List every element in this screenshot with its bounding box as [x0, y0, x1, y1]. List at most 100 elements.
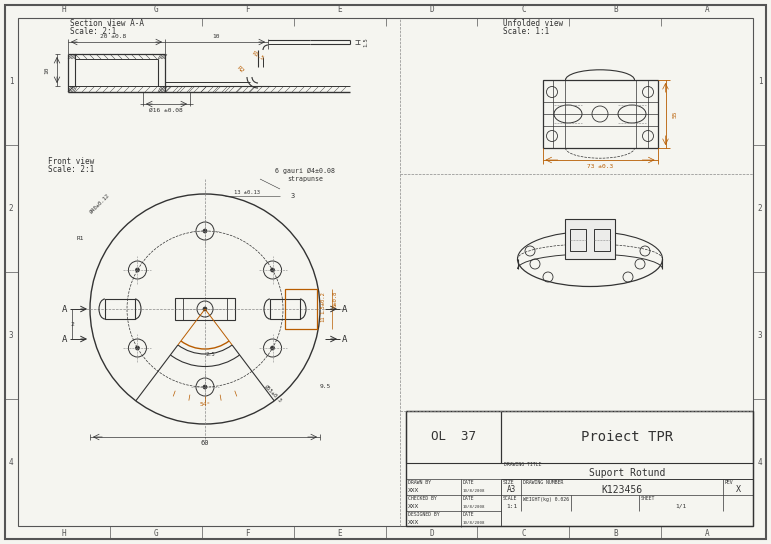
Text: DATE: DATE	[463, 497, 474, 502]
Text: D: D	[429, 529, 434, 537]
Text: DATE: DATE	[463, 512, 474, 517]
Text: G: G	[153, 529, 158, 537]
Bar	[270, 299, 300, 319]
Text: Proiect TPR: Proiect TPR	[581, 430, 673, 444]
Bar	[285, 289, 317, 329]
Circle shape	[136, 346, 140, 350]
Text: 73 ±0.3: 73 ±0.3	[587, 164, 613, 170]
Text: D: D	[429, 5, 434, 15]
Text: DRAWING TITLE: DRAWING TITLE	[504, 462, 541, 467]
Text: 3: 3	[8, 331, 13, 340]
Text: 4: 4	[8, 458, 13, 467]
Text: A: A	[705, 529, 709, 537]
Text: 10/8/2008: 10/8/2008	[463, 489, 486, 493]
Text: SCALE: SCALE	[503, 497, 517, 502]
Text: Scale: 2:1: Scale: 2:1	[48, 165, 94, 175]
Text: R2: R2	[236, 66, 244, 75]
Text: B: B	[613, 5, 618, 15]
Text: strapunse: strapunse	[287, 176, 323, 182]
Bar	[565, 219, 615, 259]
Text: 6±0.8: 6±0.8	[332, 291, 338, 307]
Text: Scale: 2:1: Scale: 2:1	[70, 27, 116, 35]
Bar	[175, 298, 235, 320]
Text: REV: REV	[725, 480, 734, 485]
Text: CHECKED BY: CHECKED BY	[408, 497, 436, 502]
Text: Ø16 ±0.08: Ø16 ±0.08	[149, 108, 183, 113]
Text: F: F	[245, 529, 250, 537]
Text: OL  37: OL 37	[431, 430, 476, 443]
Text: SIZE: SIZE	[503, 480, 514, 485]
Text: R1.5: R1.5	[251, 51, 265, 61]
Text: Ø40±0.12: Ø40±0.12	[89, 193, 111, 215]
Text: 1:1: 1:1	[507, 504, 517, 509]
Text: Front view: Front view	[48, 158, 94, 166]
Text: G: G	[153, 5, 158, 15]
Text: 1/1: 1/1	[675, 504, 687, 509]
Bar	[406, 411, 753, 526]
Text: 1: 1	[8, 77, 13, 86]
Text: 10/8/2008: 10/8/2008	[463, 521, 486, 525]
Text: 10: 10	[212, 34, 220, 40]
Circle shape	[203, 307, 207, 311]
Text: XXX: XXX	[408, 504, 419, 510]
Text: DESIGNED BY: DESIGNED BY	[408, 512, 439, 517]
Text: C: C	[521, 529, 526, 537]
Bar	[105, 299, 135, 319]
Text: 54°: 54°	[200, 401, 210, 406]
Text: A: A	[342, 305, 348, 313]
Text: K123456: K123456	[601, 485, 642, 495]
Text: XXX: XXX	[408, 521, 419, 526]
Text: 2.5: 2.5	[205, 351, 215, 356]
Text: 3: 3	[758, 331, 763, 340]
Text: A: A	[342, 335, 348, 343]
Bar	[570, 229, 586, 251]
Text: 4: 4	[758, 458, 763, 467]
Text: DRAWING NUMBER: DRAWING NUMBER	[523, 480, 564, 485]
Text: 13 ±0.13: 13 ±0.13	[234, 190, 260, 195]
Text: C: C	[521, 5, 526, 15]
Text: WEIGHT(kg) 0.026: WEIGHT(kg) 0.026	[523, 497, 569, 502]
Text: E: E	[337, 529, 342, 537]
Text: 3: 3	[291, 193, 295, 199]
Text: 1.5: 1.5	[363, 37, 369, 47]
Circle shape	[203, 385, 207, 389]
Bar	[501, 411, 753, 463]
Text: 10/8/2008: 10/8/2008	[463, 505, 486, 509]
Text: Unfolded view: Unfolded view	[503, 18, 563, 28]
Text: F: F	[245, 5, 250, 15]
Text: 60: 60	[200, 440, 209, 446]
Text: 1: 1	[758, 77, 763, 86]
Text: 6 gauri Ø4±0.08: 6 gauri Ø4±0.08	[275, 168, 335, 174]
Text: DATE: DATE	[463, 480, 474, 485]
Text: E: E	[337, 5, 342, 15]
Bar	[406, 411, 501, 463]
Circle shape	[271, 268, 274, 272]
Text: R1: R1	[76, 237, 84, 242]
Text: A: A	[62, 305, 68, 313]
Text: B: B	[613, 529, 618, 537]
Text: 10: 10	[45, 66, 49, 74]
Text: A: A	[705, 5, 709, 15]
Text: XXX: XXX	[408, 489, 419, 493]
Text: A3: A3	[507, 485, 516, 494]
Text: 55: 55	[673, 110, 678, 118]
Text: 2: 2	[70, 322, 74, 326]
Text: 11: 11	[321, 316, 325, 322]
Text: 2: 2	[758, 204, 763, 213]
Circle shape	[136, 268, 140, 272]
Text: 9.5: 9.5	[319, 385, 331, 390]
Circle shape	[203, 229, 207, 233]
Text: Ø55±0.3: Ø55±0.3	[263, 384, 283, 404]
Text: 1.5±0.2: 1.5±0.2	[321, 292, 325, 314]
Text: 20 ±0.8: 20 ±0.8	[100, 34, 126, 40]
Text: H: H	[62, 529, 66, 537]
Text: SHEET: SHEET	[641, 497, 655, 502]
Text: H: H	[62, 5, 66, 15]
Text: A: A	[62, 335, 68, 343]
Text: Section view A-A: Section view A-A	[70, 18, 144, 28]
Text: 2: 2	[8, 204, 13, 213]
Bar	[543, 80, 658, 148]
Text: Suport Rotund: Suport Rotund	[589, 468, 665, 478]
Text: X: X	[736, 485, 740, 494]
Circle shape	[271, 346, 274, 350]
